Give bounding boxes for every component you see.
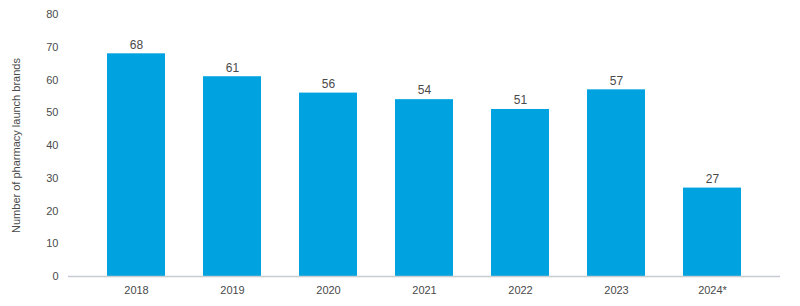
svg-text:61: 61 [226, 61, 240, 75]
svg-text:2022: 2022 [508, 284, 532, 296]
svg-text:2024*: 2024* [698, 284, 727, 296]
svg-text:54: 54 [418, 83, 432, 97]
svg-text:Number of pharmacy launch bran: Number of pharmacy launch brands [10, 58, 22, 233]
svg-text:2019: 2019 [220, 284, 244, 296]
svg-text:40: 40 [46, 139, 58, 151]
svg-text:57: 57 [610, 74, 624, 88]
svg-text:10: 10 [46, 237, 58, 249]
svg-text:2021: 2021 [412, 284, 436, 296]
svg-text:70: 70 [46, 41, 58, 53]
svg-text:80: 80 [46, 8, 58, 20]
svg-text:2020: 2020 [316, 284, 340, 296]
svg-text:27: 27 [706, 172, 720, 186]
svg-text:20: 20 [46, 205, 58, 217]
svg-text:50: 50 [46, 106, 58, 118]
svg-text:2018: 2018 [124, 284, 148, 296]
svg-text:60: 60 [46, 74, 58, 86]
svg-text:56: 56 [322, 77, 336, 91]
svg-text:0: 0 [52, 270, 58, 282]
svg-text:68: 68 [130, 38, 144, 52]
svg-text:30: 30 [46, 172, 58, 184]
svg-text:2023: 2023 [604, 284, 628, 296]
svg-text:51: 51 [514, 93, 528, 107]
